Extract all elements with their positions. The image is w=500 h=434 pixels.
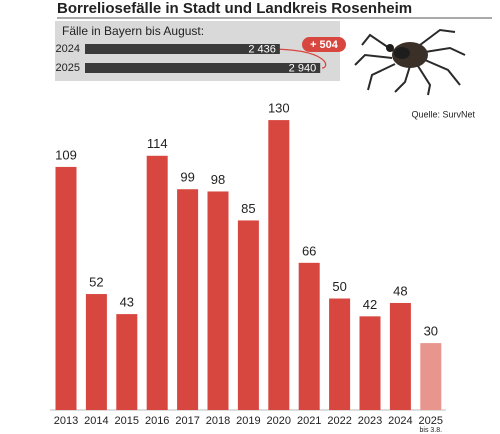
value-label: 50 [332, 279, 346, 294]
x-tick-label: 2014 [84, 415, 108, 427]
x-tick-label: 2013 [54, 415, 78, 427]
value-label: 43 [120, 295, 134, 310]
x-tick-label: 2020 [267, 415, 291, 427]
value-label: 114 [147, 136, 168, 151]
bar [146, 155, 168, 410]
x-tick-label: 2025 [419, 415, 443, 427]
inset-label: 2025 [56, 62, 80, 74]
bar [207, 191, 229, 410]
x-tick-sublabel: bis 3.8. [420, 427, 443, 434]
inset-title: Fälle in Bayern bis August: [62, 24, 204, 38]
value-label: 99 [180, 170, 194, 185]
value-label: 52 [89, 274, 103, 289]
difference-label: + 504 [310, 39, 339, 51]
bar [298, 262, 320, 410]
value-label: 98 [211, 172, 225, 187]
bar [420, 343, 442, 410]
inset-label: 2024 [56, 43, 80, 55]
value-label: 85 [241, 201, 255, 216]
bar [55, 166, 77, 410]
inset-bar [85, 63, 321, 73]
x-tick-label: 2023 [358, 415, 382, 427]
bar [389, 302, 411, 410]
x-tick-label: 2024 [388, 415, 412, 427]
bar [85, 294, 107, 410]
inset-bar [85, 44, 280, 54]
x-tick-label: 2017 [175, 415, 199, 427]
value-label: 48 [393, 283, 407, 298]
value-label: 30 [424, 324, 438, 339]
x-tick-label: 2021 [297, 415, 321, 427]
bar [116, 314, 138, 410]
bar [177, 189, 199, 410]
value-label: 130 [268, 101, 290, 116]
difference-badge [302, 37, 346, 52]
bar [359, 316, 381, 410]
chart-title: Borreliosefälle in Stadt und Landkreis R… [57, 0, 412, 17]
bar [329, 298, 351, 410]
difference-arrow [267, 48, 327, 69]
bar [268, 120, 290, 410]
source: Quelle: SurvNet [411, 109, 475, 119]
tick-illustration [354, 28, 466, 96]
value-label: 42 [363, 297, 377, 312]
x-tick-label: 2015 [115, 415, 139, 427]
x-tick-label: 2018 [206, 415, 230, 427]
inset-value-label: 2 436 [248, 43, 276, 55]
x-tick-label: 2016 [145, 415, 169, 427]
inset-value-label: 2 940 [289, 62, 317, 74]
x-tick-label: 2019 [236, 415, 260, 427]
x-tick-label: 2022 [327, 415, 351, 427]
value-label: 109 [55, 147, 77, 162]
value-label: 66 [302, 243, 316, 258]
bar [237, 220, 259, 410]
